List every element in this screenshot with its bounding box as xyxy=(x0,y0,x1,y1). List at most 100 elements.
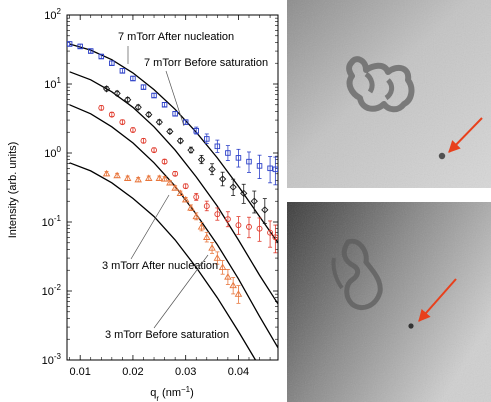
data-point xyxy=(204,136,210,142)
data-point xyxy=(109,60,115,66)
data-series xyxy=(67,41,278,304)
data-point xyxy=(181,195,190,203)
annotation-7mtorr-after: 7 mTorr After nucleation xyxy=(118,31,234,43)
data-point xyxy=(140,137,147,144)
data-point xyxy=(113,171,121,179)
data-point xyxy=(98,104,105,111)
data-point xyxy=(267,165,273,172)
data-point xyxy=(155,118,163,126)
annotation-3mtorr-after: 3 mTorr After nucleation xyxy=(102,260,218,272)
data-point xyxy=(151,92,157,99)
y-tick-labels: 10-3 10-2 10-1 100 101 102 xyxy=(42,7,62,367)
data-point xyxy=(119,68,126,74)
fit-curve xyxy=(69,162,257,360)
micrograph-bottom xyxy=(287,202,491,402)
data-point xyxy=(134,175,142,183)
data-point xyxy=(193,194,200,200)
data-point xyxy=(218,175,227,183)
x-tick-label: 0.04 xyxy=(228,366,249,378)
y-axis-label: Intensity (arb. units) xyxy=(7,142,19,239)
data-point xyxy=(240,189,248,198)
data-point xyxy=(113,89,121,98)
data-point xyxy=(256,225,263,232)
annotation-7mtorr-before-leader xyxy=(165,70,185,127)
data-point xyxy=(208,244,216,251)
data-point xyxy=(272,166,278,173)
island-feature-top xyxy=(346,56,415,113)
data-point xyxy=(229,281,237,289)
island-feature-bottom xyxy=(341,238,383,310)
annotations: 7 mTorr After nucleation 7 mTorr Before … xyxy=(102,31,268,341)
data-point xyxy=(224,273,232,280)
data-point xyxy=(166,127,174,136)
data-point xyxy=(235,155,242,161)
fit-curve xyxy=(69,43,278,244)
data-point xyxy=(203,203,210,210)
data-point xyxy=(214,211,221,218)
data-point xyxy=(140,84,147,90)
y-tick-label: 102 xyxy=(44,7,61,22)
x-tick-labels: 0.01 0.02 0.03 0.04 xyxy=(69,366,249,378)
y-tick-label: 10-1 xyxy=(42,214,62,229)
annotation-3mtorr-before-leader xyxy=(153,254,209,329)
data-point xyxy=(102,169,111,177)
data-point xyxy=(145,110,153,119)
y-tick-label: 100 xyxy=(44,145,61,160)
data-point xyxy=(193,128,199,134)
data-point xyxy=(87,48,94,54)
data-point xyxy=(77,43,83,50)
y-tick-label: 10-3 xyxy=(42,352,62,367)
data-point xyxy=(197,156,206,164)
data-point xyxy=(225,150,231,156)
data-point xyxy=(182,183,189,190)
data-point xyxy=(192,212,201,220)
data-point xyxy=(187,146,195,154)
series-2 xyxy=(102,85,269,224)
series-1 xyxy=(67,41,278,186)
x-axis-label: qr (nm−1) xyxy=(150,385,194,402)
data-point xyxy=(144,174,153,181)
data-point xyxy=(119,119,126,126)
data-point xyxy=(182,119,189,125)
data-point xyxy=(176,189,185,197)
data-point xyxy=(172,111,178,117)
data-point xyxy=(261,206,269,214)
data-point xyxy=(214,143,221,150)
data-point xyxy=(151,147,157,154)
data-point xyxy=(272,234,278,241)
fit-curves xyxy=(69,43,278,360)
y-tick-label: 101 xyxy=(44,76,61,91)
data-point xyxy=(234,290,243,297)
series-3 xyxy=(98,104,278,254)
data-point xyxy=(235,222,242,229)
data-point xyxy=(171,184,179,191)
data-point xyxy=(246,158,252,165)
data-point xyxy=(256,163,263,169)
plot-frame xyxy=(66,14,279,361)
data-point xyxy=(161,158,168,165)
y-tick-label: 10-2 xyxy=(42,283,62,298)
x-tick-label: 0.01 xyxy=(69,366,90,378)
annotation-7mtorr-before: 7 mTorr Before saturation xyxy=(144,57,268,69)
x-tick-label: 0.02 xyxy=(122,366,143,378)
arrow-bottom xyxy=(418,278,457,322)
data-point xyxy=(161,102,168,108)
micrograph-top xyxy=(287,0,491,188)
arrow-top xyxy=(448,117,483,153)
data-point xyxy=(124,96,132,104)
series-4 xyxy=(102,169,243,304)
data-point xyxy=(130,75,136,82)
data-point xyxy=(246,223,252,230)
data-point xyxy=(197,222,206,230)
data-point xyxy=(155,174,164,181)
data-point xyxy=(208,165,216,173)
data-point xyxy=(98,53,105,60)
data-point xyxy=(213,254,222,261)
data-point xyxy=(218,263,227,271)
data-point xyxy=(203,233,211,240)
x-tick-label: 0.03 xyxy=(175,366,196,378)
data-point xyxy=(267,229,274,236)
data-point xyxy=(172,170,179,177)
data-point xyxy=(224,216,231,223)
